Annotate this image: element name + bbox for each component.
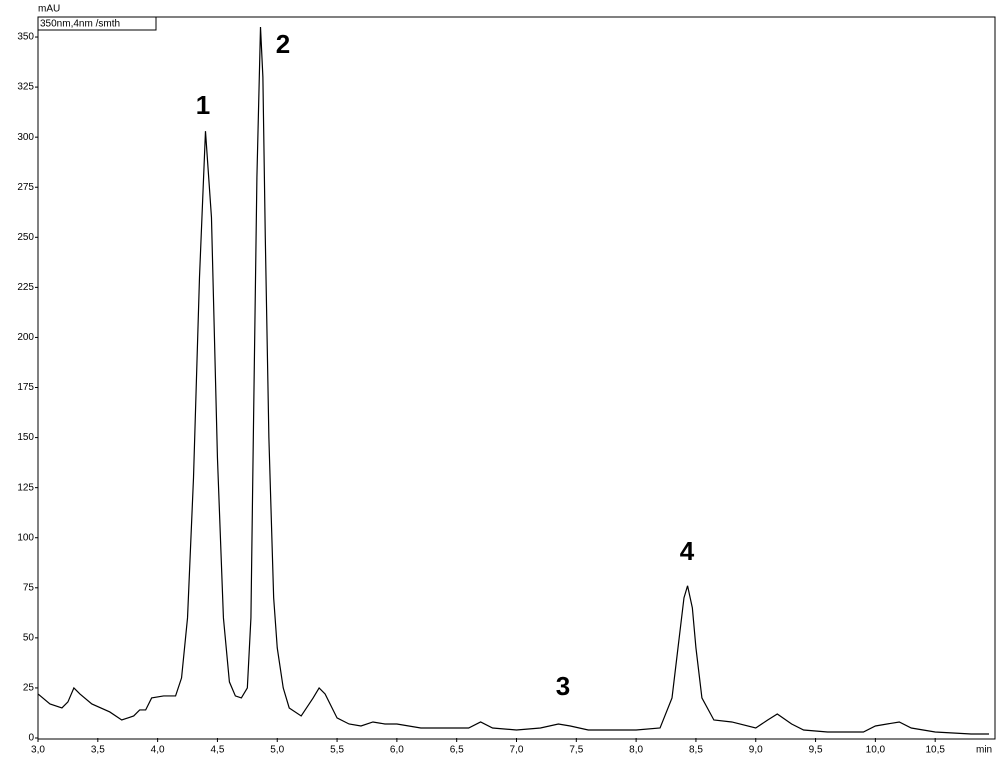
- y-tick-label: 150: [17, 432, 34, 443]
- legend-box: [37, 16, 157, 31]
- x-tick-label: 8,0: [629, 745, 643, 756]
- x-tick-label: 5,5: [330, 745, 344, 756]
- x-tick-label: 10,0: [866, 745, 886, 756]
- x-tick-label: 9,0: [749, 745, 763, 756]
- peak-label: 4: [680, 536, 695, 566]
- x-tick-label: 10,5: [925, 745, 945, 756]
- x-tick-label: 9,5: [809, 745, 823, 756]
- legend-entry: 350nm,4nm /smth: [40, 19, 120, 30]
- x-tick-label: 5,0: [270, 745, 284, 756]
- y-tick-label: 275: [17, 182, 34, 193]
- x-tick-label: 3,5: [91, 745, 105, 756]
- x-tick-label: 6,5: [450, 745, 464, 756]
- x-tick-label: 6,0: [390, 745, 404, 756]
- y-tick-label: 250: [17, 232, 34, 243]
- y-tick-label: 100: [17, 532, 34, 543]
- y-tick-label: 50: [23, 633, 35, 644]
- peak-label: 1: [196, 90, 210, 120]
- x-tick-label: 7,5: [569, 745, 583, 756]
- y-tick-label: 75: [23, 582, 35, 593]
- x-tick-label: 4,0: [151, 745, 165, 756]
- y-tick-label: 125: [17, 482, 34, 493]
- y-axis-label: mAU: [38, 4, 60, 15]
- x-tick-label: 3,0: [31, 745, 45, 756]
- y-tick-label: 25: [23, 683, 35, 694]
- x-axis-label: min: [976, 745, 992, 756]
- y-tick-label: 0: [28, 733, 34, 744]
- y-tick-label: 225: [17, 282, 34, 293]
- peak-label: 3: [556, 671, 570, 701]
- trace: [37, 26, 990, 735]
- y-tick-label: 300: [17, 132, 34, 143]
- peak-label: 2: [276, 29, 290, 59]
- plot-frame: [37, 16, 996, 740]
- y-tick-label: 325: [17, 82, 34, 93]
- x-tick-label: 7,0: [510, 745, 524, 756]
- y-tick-label: 175: [17, 382, 34, 393]
- x-tick-label: 4,5: [210, 745, 224, 756]
- y-tick-label: 200: [17, 332, 34, 343]
- y-tick-label: 350: [17, 32, 34, 43]
- x-tick-label: 8,5: [689, 745, 703, 756]
